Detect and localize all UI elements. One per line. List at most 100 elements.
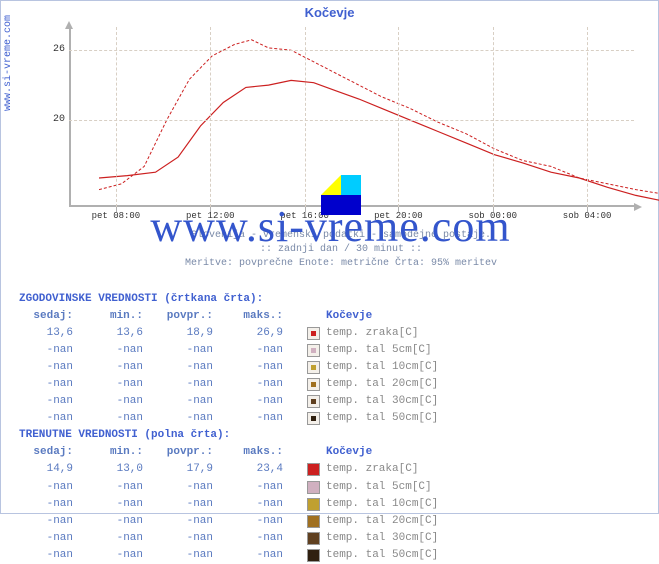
- cell: -nan: [19, 513, 83, 530]
- cell: -nan: [19, 479, 83, 496]
- legend-swatch: [307, 549, 320, 562]
- cell: -nan: [19, 530, 83, 547]
- table-row: -nan-nan-nan-nantemp. tal 50cm[C]: [19, 410, 639, 427]
- section-title: ZGODOVINSKE VREDNOSTI (črtkana črta):: [19, 291, 639, 308]
- table-row: -nan-nan-nan-nantemp. tal 20cm[C]: [19, 376, 639, 393]
- legend-label: temp. tal 50cm[C]: [326, 410, 438, 427]
- table-row: -nan-nan-nan-nantemp. tal 5cm[C]: [19, 342, 639, 359]
- cell: -nan: [153, 393, 223, 410]
- legend-swatch: [307, 327, 320, 340]
- legend-label: temp. tal 5cm[C]: [326, 479, 432, 496]
- col-header: sedaj:: [19, 444, 83, 461]
- cell: 17,9: [153, 461, 223, 478]
- table-row: -nan-nan-nan-nantemp. tal 30cm[C]: [19, 393, 639, 410]
- col-header: povpr.:: [153, 444, 223, 461]
- cell: 14,9: [19, 461, 83, 478]
- chart-title: Kočevje: [1, 1, 658, 22]
- table-row: -nan-nan-nan-nantemp. tal 30cm[C]: [19, 530, 639, 547]
- cell: -nan: [19, 376, 83, 393]
- legend-label: temp. tal 10cm[C]: [326, 359, 438, 376]
- logo-icon: [321, 175, 361, 215]
- cell: -nan: [153, 342, 223, 359]
- col-header: povpr.:: [153, 308, 223, 325]
- caption-line: Meritve: povprečne Enote: metrične Črta:…: [61, 257, 621, 271]
- legend-swatch: [307, 463, 320, 476]
- grid-line-v: [116, 27, 117, 207]
- cell: 26,9: [223, 325, 293, 342]
- grid-line-v: [305, 27, 306, 207]
- legend-label: temp. zraka[C]: [326, 325, 418, 342]
- cell: -nan: [83, 376, 153, 393]
- cell: -nan: [83, 513, 153, 530]
- table-row: -nan-nan-nan-nantemp. tal 50cm[C]: [19, 547, 639, 564]
- legend-label: temp. tal 30cm[C]: [326, 530, 438, 547]
- chart-lines: [99, 27, 659, 207]
- cell: -nan: [153, 376, 223, 393]
- legend-swatch: [307, 515, 320, 528]
- legend-title: Kočevje: [326, 444, 372, 461]
- cell: -nan: [223, 410, 293, 427]
- col-header: min.:: [83, 308, 153, 325]
- cell: -nan: [19, 547, 83, 564]
- table-row: -nan-nan-nan-nantemp. tal 20cm[C]: [19, 513, 639, 530]
- cell: -nan: [153, 530, 223, 547]
- y-axis-label: www.si-vreme.com: [3, 15, 14, 111]
- cell: -nan: [83, 547, 153, 564]
- cell: 13,6: [19, 325, 83, 342]
- legend-swatch: [307, 412, 320, 425]
- legend-label: temp. tal 50cm[C]: [326, 547, 438, 564]
- cell: -nan: [223, 513, 293, 530]
- data-tables: ZGODOVINSKE VREDNOSTI (črtkana črta):sed…: [19, 291, 639, 564]
- legend-label: temp. tal 20cm[C]: [326, 513, 438, 530]
- legend-swatch: [307, 395, 320, 408]
- grid-line-h: [69, 120, 634, 121]
- cell: -nan: [153, 359, 223, 376]
- col-header: sedaj:: [19, 308, 83, 325]
- cell: -nan: [19, 359, 83, 376]
- table-row: -nan-nan-nan-nantemp. tal 10cm[C]: [19, 496, 639, 513]
- cell: -nan: [223, 359, 293, 376]
- section-title: TRENUTNE VREDNOSTI (polna črta):: [19, 427, 639, 444]
- grid-line-v: [587, 27, 588, 207]
- cell: -nan: [19, 342, 83, 359]
- col-header: min.:: [83, 444, 153, 461]
- cell: -nan: [83, 359, 153, 376]
- col-header: maks.:: [223, 308, 293, 325]
- cell: -nan: [153, 547, 223, 564]
- cell: -nan: [223, 547, 293, 564]
- legend-title: Kočevje: [326, 308, 372, 325]
- legend-label: temp. tal 20cm[C]: [326, 376, 438, 393]
- chart-area: 2026 pet 08:00pet 12:00pet 16:00pet 20:0…: [41, 27, 646, 227]
- table-row: -nan-nan-nan-nantemp. tal 5cm[C]: [19, 479, 639, 496]
- legend-swatch: [307, 344, 320, 357]
- cell: -nan: [83, 530, 153, 547]
- grid-line-h: [69, 50, 634, 51]
- col-header: maks.:: [223, 444, 293, 461]
- legend-swatch: [307, 361, 320, 374]
- cell: -nan: [153, 513, 223, 530]
- cell: -nan: [223, 530, 293, 547]
- grid-line-v: [398, 27, 399, 207]
- cell: -nan: [223, 496, 293, 513]
- table-row: -nan-nan-nan-nantemp. tal 10cm[C]: [19, 359, 639, 376]
- legend-swatch: [307, 532, 320, 545]
- cell: -nan: [83, 410, 153, 427]
- table-row: 14,913,017,923,4 temp. zraka[C]: [19, 461, 639, 478]
- cell: -nan: [19, 393, 83, 410]
- cell: -nan: [19, 496, 83, 513]
- cell: -nan: [153, 479, 223, 496]
- legend-label: temp. tal 5cm[C]: [326, 342, 432, 359]
- cell: 13,6: [83, 325, 153, 342]
- cell: 18,9: [153, 325, 223, 342]
- legend-label: temp. zraka[C]: [326, 461, 418, 478]
- cell: 13,0: [83, 461, 153, 478]
- grid-line-v: [210, 27, 211, 207]
- ytick-label: 20: [45, 114, 65, 125]
- cell: -nan: [83, 496, 153, 513]
- grid-line-v: [493, 27, 494, 207]
- ytick-label: 26: [45, 44, 65, 55]
- cell: -nan: [153, 496, 223, 513]
- cell: 23,4: [223, 461, 293, 478]
- cell: -nan: [153, 410, 223, 427]
- legend-label: temp. tal 10cm[C]: [326, 496, 438, 513]
